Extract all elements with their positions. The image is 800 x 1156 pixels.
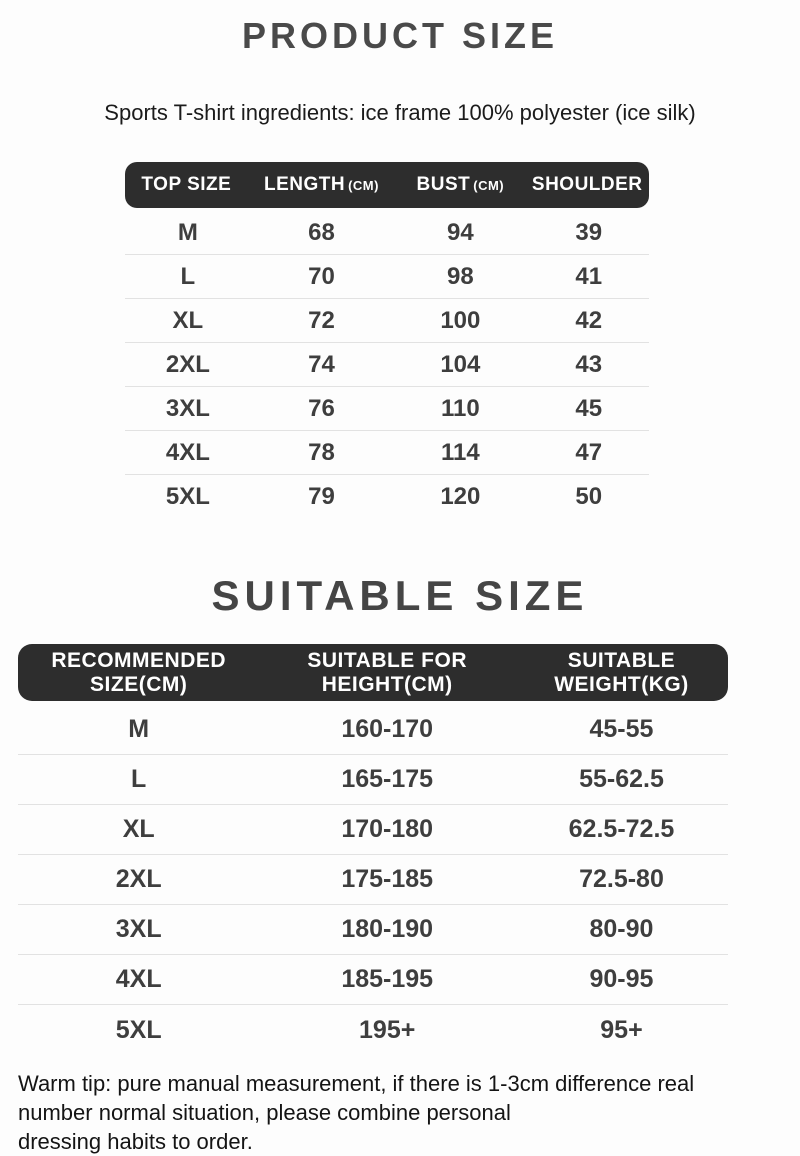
table-row: XL 170-180 62.5-72.5 <box>18 805 728 855</box>
length-cell: 68 <box>308 218 335 246</box>
size-cell: 2XL <box>115 865 162 893</box>
weight-cell: 62.5-72.5 <box>568 815 675 843</box>
table-row: 2XL 74 104 43 <box>125 343 649 387</box>
weight-cell: 45-55 <box>589 715 654 743</box>
column-header-label: BUST <box>416 174 471 195</box>
size-cell: XL <box>172 306 204 334</box>
column-header-suitable-height: SUITABLE FOR HEIGHT(CM) <box>259 649 515 697</box>
bust-cell: 94 <box>446 218 474 246</box>
size-cell: 5XL <box>165 483 210 510</box>
column-header-bust: BUST (CM) <box>392 174 528 196</box>
table-row: 4XL 78 114 47 <box>125 431 649 475</box>
column-header-shoulder: SHOULDER <box>528 174 649 196</box>
shoulder-cell: 42 <box>575 306 603 334</box>
shoulder-cell: 50 <box>575 483 603 510</box>
length-cell: 74 <box>308 350 335 378</box>
bust-cell: 114 <box>440 438 480 466</box>
size-cell: L <box>131 765 147 793</box>
size-cell: L <box>180 262 196 290</box>
column-header-length: LENGTH (CM) <box>251 174 392 196</box>
product-size-table-header: TOP SIZE LENGTH (CM) BUST (CM) SHOULDER <box>125 162 649 208</box>
weight-cell: 80-90 <box>589 915 654 943</box>
bust-cell: 104 <box>440 350 481 378</box>
table-row: M 68 94 39 <box>125 211 649 255</box>
height-cell: 160-170 <box>341 715 434 743</box>
shoulder-cell: 45 <box>575 394 603 422</box>
weight-cell: 90-95 <box>589 965 654 993</box>
table-row: 3XL 76 110 45 <box>125 387 649 431</box>
suitable-size-table-header: RECOMMENDED SIZE(CM) SUITABLE FOR HEIGHT… <box>18 644 728 701</box>
table-row: 4XL 185-195 90-95 <box>18 955 728 1005</box>
product-size-title: PRODUCT SIZE <box>241 15 558 56</box>
height-cell: 185-195 <box>341 965 434 993</box>
length-cell: 72 <box>308 306 335 334</box>
table-row: 5XL 79 120 50 <box>125 475 649 519</box>
warm-tip-line: Warm tip: pure manual measurement, if th… <box>18 1071 695 1096</box>
height-cell: 195+ <box>359 1015 416 1044</box>
table-row: 5XL 195+ 95+ <box>18 1005 728 1055</box>
size-cell: 5XL <box>115 1015 162 1044</box>
column-header-unit: (CM) <box>348 178 379 193</box>
size-cell: 2XL <box>165 350 210 378</box>
shoulder-cell: 39 <box>575 218 603 246</box>
size-cell: 4XL <box>165 438 210 466</box>
column-header-top-size: TOP SIZE <box>125 174 251 196</box>
warm-tip-line: dressing habits to order. <box>18 1129 253 1154</box>
table-row: XL 72 100 42 <box>125 299 649 343</box>
table-row: L 70 98 41 <box>125 255 649 299</box>
suitable-size-title: SUITABLE SIZE <box>211 572 589 619</box>
size-cell: 3XL <box>165 394 210 422</box>
length-cell: 70 <box>308 262 335 290</box>
suitable-size-table-body: M 160-170 45-55 L 165-175 55-62.5 XL 170… <box>18 705 728 1055</box>
table-row: L 165-175 55-62.5 <box>18 755 728 805</box>
column-header-label: SHOULDER <box>531 174 643 195</box>
length-cell: 79 <box>308 483 335 510</box>
bust-cell: 120 <box>440 483 481 510</box>
weight-cell: 95+ <box>600 1015 643 1044</box>
column-header-suitable-weight: SUITABLE WEIGHT(KG) <box>515 649 728 697</box>
column-header-line1: SUITABLE <box>567 648 676 672</box>
size-cell: 3XL <box>115 915 162 943</box>
length-cell: 78 <box>308 438 335 466</box>
column-header-line2: HEIGHT(CM) <box>321 672 453 696</box>
column-header-line1: RECOMMENDED <box>51 648 227 672</box>
warm-tip-note: Warm tip: pure manual measurement, if th… <box>18 1069 782 1156</box>
product-size-table: TOP SIZE LENGTH (CM) BUST (CM) SHOULDER M … <box>125 162 649 519</box>
length-cell: 76 <box>308 394 335 422</box>
size-cell: XL <box>122 815 155 843</box>
table-row: M 160-170 45-55 <box>18 705 728 755</box>
size-cell: 4XL <box>115 965 162 993</box>
weight-cell: 72.5-80 <box>579 865 664 893</box>
column-header-label: LENGTH <box>263 174 346 195</box>
bust-cell: 98 <box>446 262 474 290</box>
warm-tip-line: number normal situation, please combine … <box>18 1100 511 1125</box>
column-header-recommended-size: RECOMMENDED SIZE(CM) <box>18 649 259 697</box>
height-cell: 165-175 <box>341 765 434 793</box>
height-cell: 170-180 <box>341 815 434 843</box>
bust-cell: 100 <box>440 306 481 334</box>
column-header-label: TOP SIZE <box>141 174 232 195</box>
suitable-size-table: RECOMMENDED SIZE(CM) SUITABLE FOR HEIGHT… <box>18 644 728 1055</box>
table-row: 2XL 175-185 72.5-80 <box>18 855 728 905</box>
height-cell: 175-185 <box>341 865 434 893</box>
shoulder-cell: 47 <box>575 438 603 466</box>
bust-cell: 110 <box>440 394 480 422</box>
size-cell: M <box>177 218 198 246</box>
column-header-line1: SUITABLE FOR <box>307 648 467 672</box>
product-size-table-body: M 68 94 39 L 70 98 41 XL 72 100 42 2XL 7… <box>125 211 649 519</box>
weight-cell: 55-62.5 <box>579 765 664 793</box>
height-cell: 180-190 <box>341 915 434 943</box>
column-header-unit: (CM) <box>473 178 505 193</box>
table-row: 3XL 180-190 80-90 <box>18 905 728 955</box>
product-subtitle: Sports T-shirt ingredients: ice frame 10… <box>104 100 696 125</box>
shoulder-cell: 41 <box>575 262 603 290</box>
column-header-line2: SIZE(CM) <box>90 672 188 696</box>
shoulder-cell: 43 <box>575 350 603 378</box>
column-header-line2: WEIGHT(KG) <box>554 672 689 696</box>
size-cell: M <box>128 715 150 743</box>
